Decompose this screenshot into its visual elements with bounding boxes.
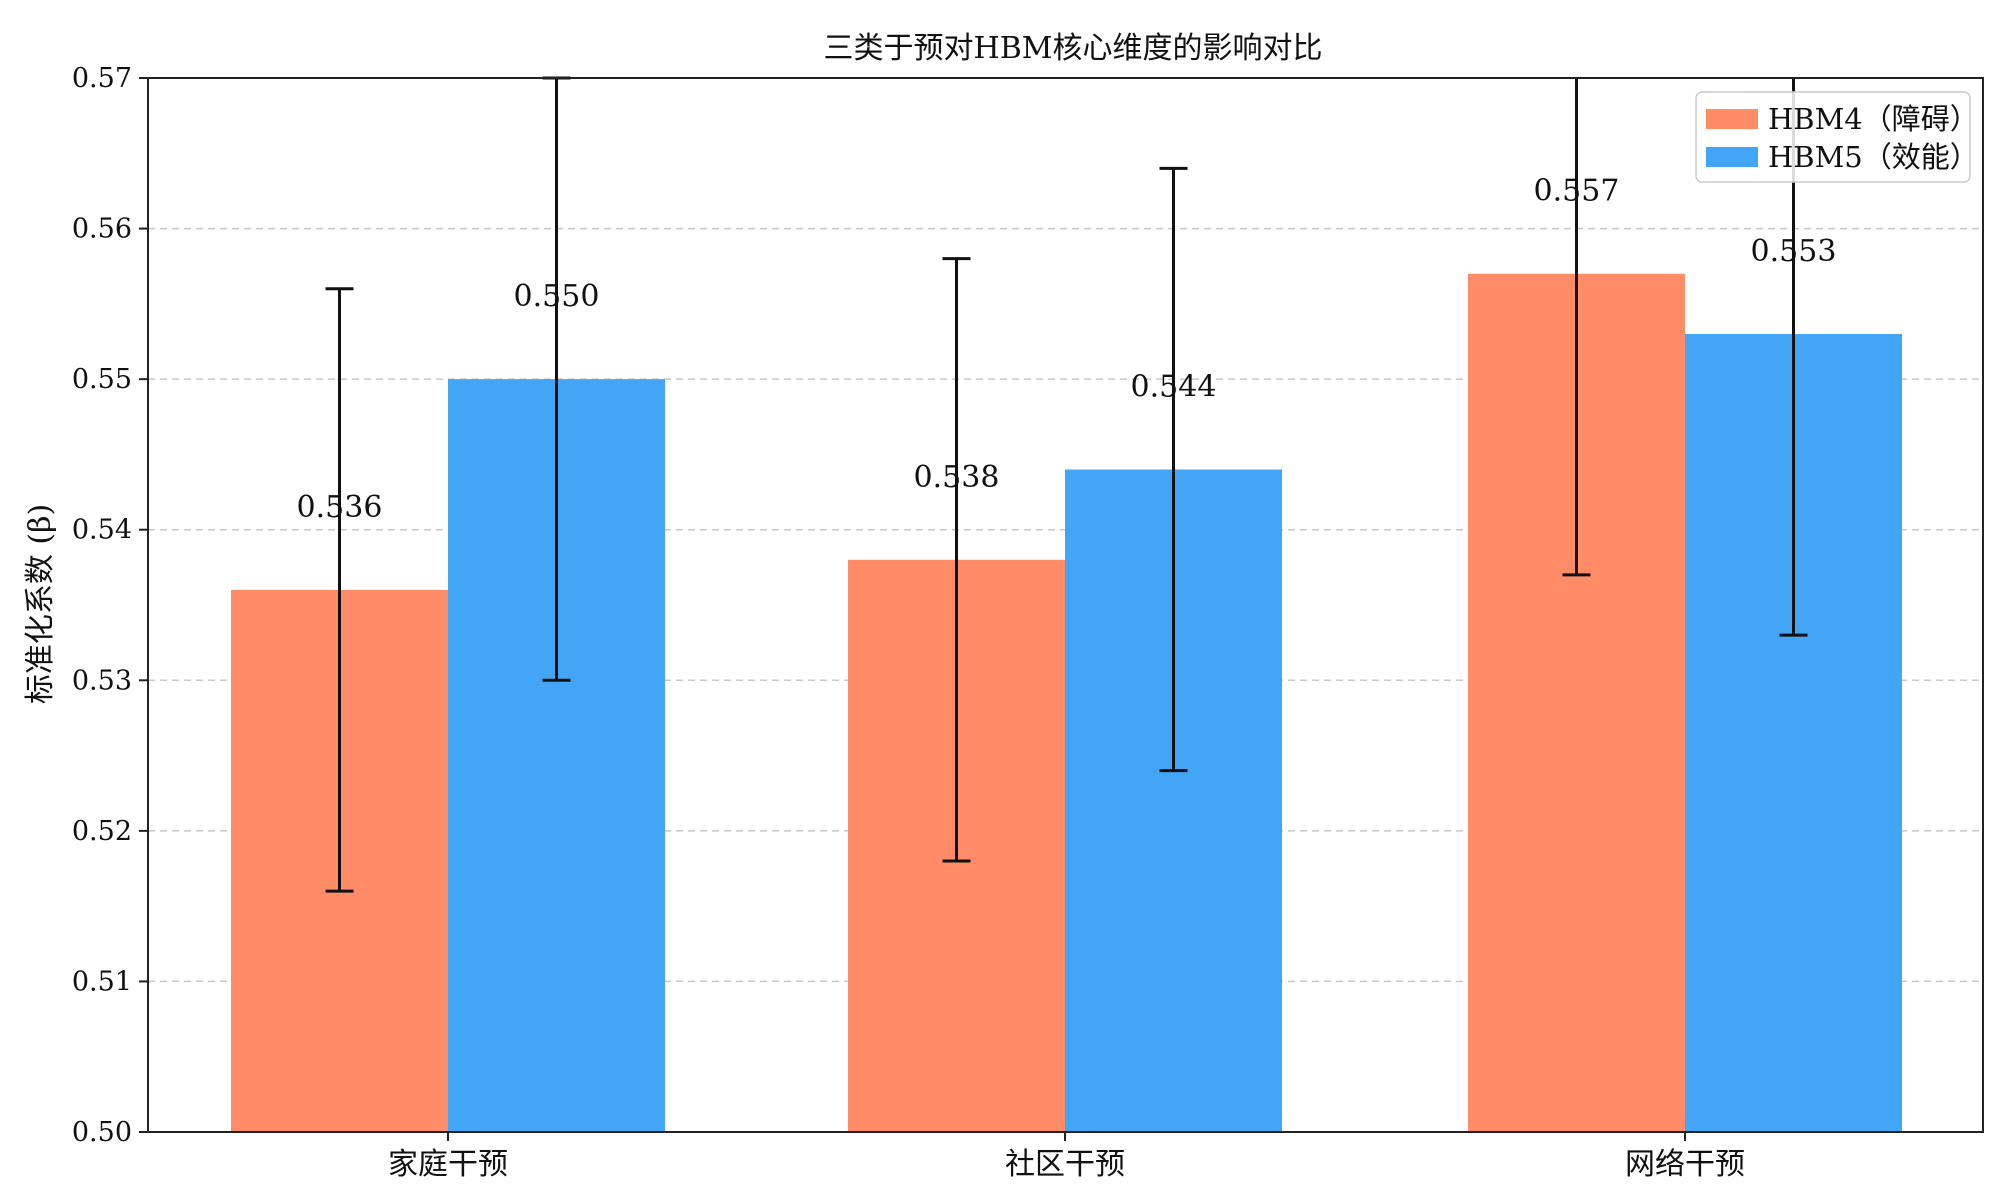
data-labels: 0.536 0.538 0.557 0.550 0.544 0.553 [297, 174, 1837, 525]
legend-box [1695, 91, 1971, 183]
chart-title: 三类于预对HBM核心维度的影响对比 [824, 31, 1323, 66]
bars [231, 273, 1902, 1133]
legend-swatch [1706, 147, 1758, 167]
data-label: 0.544 [1131, 369, 1217, 404]
y-tick-label: 0.53 [72, 665, 132, 696]
data-label: 0.536 [297, 490, 383, 525]
data-label: 0.553 [1751, 234, 1837, 269]
y-tick-label: 0.54 [72, 515, 132, 546]
error-bars [325, 76, 1808, 893]
y-tick-label: 0.57 [72, 63, 132, 94]
x-tick-label: 网络干预 [1625, 1147, 1745, 1182]
y-axis-label: 标准化系数 (β) [23, 504, 58, 704]
legend-entry-label: HBM5（效能） [1768, 140, 1979, 174]
x-tick-label: 社区干预 [1005, 1147, 1125, 1182]
legend-entry-label: HBM4（障碍） [1768, 102, 1979, 136]
data-label: 0.557 [1534, 174, 1620, 209]
data-label: 0.550 [514, 279, 600, 314]
axes: 0.50 0.51 0.52 0.53 0.54 0.55 0.56 0.57 家庭干预 社区干预… [72, 63, 1745, 1182]
legend: HBM4（障碍） HBM5（效能） [1695, 91, 1979, 183]
data-label: 0.538 [914, 460, 1000, 495]
y-tick-label: 0.51 [72, 966, 132, 997]
legend-swatch [1706, 109, 1758, 129]
y-tick-label: 0.52 [72, 816, 132, 847]
x-tick-label: 家庭干预 [388, 1147, 508, 1182]
y-tick-label: 0.55 [72, 364, 132, 395]
y-tick-label: 0.56 [72, 214, 132, 245]
y-tick-label: 0.50 [72, 1117, 132, 1148]
